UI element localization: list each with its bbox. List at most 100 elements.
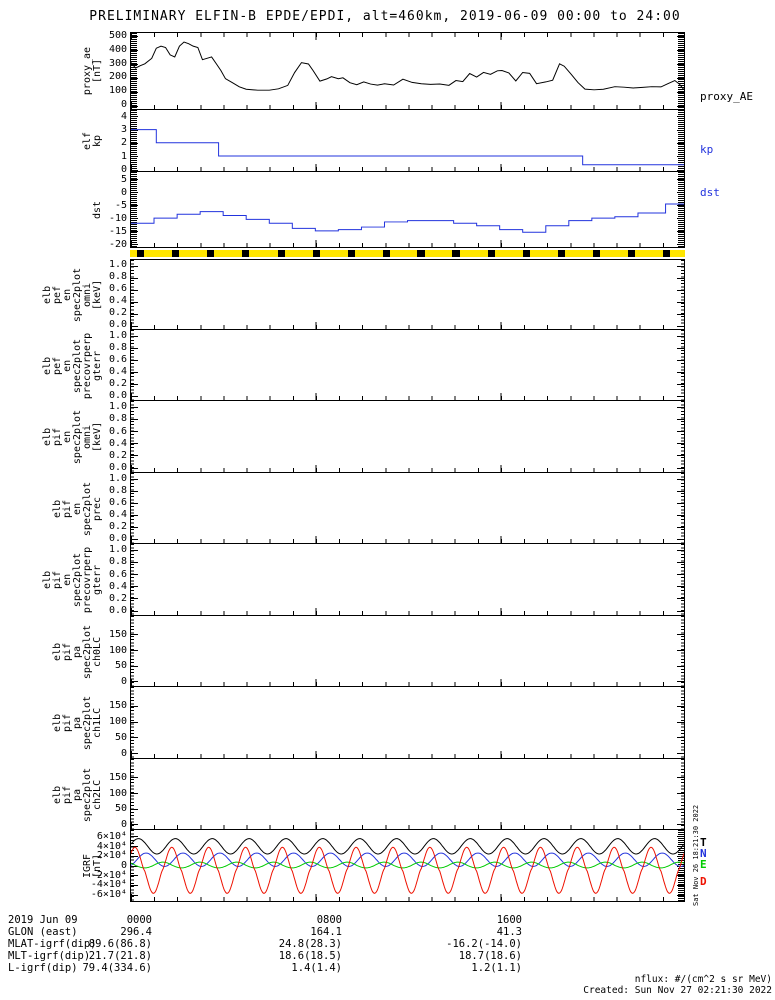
y-major-tick bbox=[677, 721, 684, 723]
y-major-tick bbox=[131, 894, 138, 896]
y-major-tick bbox=[677, 218, 684, 220]
ephemeris-value: 1.2(1.1) bbox=[471, 962, 522, 974]
y-dense-ticks-left bbox=[131, 172, 137, 247]
y-major-tick bbox=[677, 478, 684, 480]
y-dense-ticks-left bbox=[131, 33, 137, 109]
y-major-tick bbox=[131, 244, 138, 246]
y-major-tick bbox=[677, 277, 684, 279]
y-minor-ticks-right bbox=[681, 330, 684, 400]
y-tick-label: -15 bbox=[108, 225, 127, 237]
y-dense-ticks-right bbox=[678, 172, 684, 247]
x-major-ticks bbox=[131, 102, 684, 109]
y-minor-ticks-right bbox=[681, 401, 684, 472]
y-tick-label: 0.8 bbox=[108, 271, 127, 283]
y-major-tick bbox=[677, 301, 684, 303]
panel-pif_pa_ch0 bbox=[130, 616, 685, 687]
y-tick-label: 0.0 bbox=[108, 462, 127, 474]
y-major-tick bbox=[677, 205, 684, 207]
y-minor-ticks-left bbox=[131, 260, 134, 329]
y-major-tick bbox=[677, 894, 684, 896]
y-tick-label: 0.8 bbox=[108, 556, 127, 568]
y-tick-label: 0.2 bbox=[108, 449, 127, 461]
legend-D: D bbox=[700, 875, 707, 888]
created-timestamp: Created: Sun Nov 27 02:21:30 2022 bbox=[583, 985, 772, 996]
y-major-tick bbox=[131, 443, 138, 445]
y-tick-label: 100 bbox=[108, 787, 127, 799]
panel-axis-label-kp: elf kp bbox=[82, 132, 103, 150]
y-minor-ticks-left bbox=[131, 330, 134, 400]
series-proxy_ae bbox=[131, 41, 684, 91]
y-major-tick bbox=[131, 574, 138, 575]
y-major-tick bbox=[131, 431, 138, 432]
y-tick-label: 100 bbox=[108, 644, 127, 656]
axis-label-line: ch1LC bbox=[92, 707, 103, 739]
y-major-tick bbox=[131, 418, 138, 420]
time-tick-label: 0800 bbox=[316, 914, 342, 926]
y-major-tick bbox=[677, 705, 684, 707]
y-major-tick bbox=[131, 347, 138, 349]
availability-mark bbox=[557, 250, 566, 257]
y-dense-ticks-left bbox=[131, 110, 137, 171]
availability-mark bbox=[382, 250, 390, 257]
y-major-tick bbox=[677, 538, 684, 540]
ephemeris-value: 1.4(1.4) bbox=[291, 962, 342, 974]
y-minor-ticks-right bbox=[681, 473, 684, 543]
time-tick-label: 1600 bbox=[496, 914, 522, 926]
y-tick-label: 0 bbox=[120, 675, 127, 687]
y-major-tick bbox=[677, 650, 684, 652]
x-major-ticks bbox=[131, 240, 684, 247]
availability-mark bbox=[347, 250, 355, 257]
y-major-tick bbox=[131, 526, 138, 528]
y-major-tick bbox=[677, 490, 684, 492]
ephemeris-row: MLAT-igrf(dip) 89.6(86.8) 24.8(28.3) -16… bbox=[0, 938, 775, 950]
y-major-tick bbox=[131, 169, 138, 171]
panel-axis-label-pif_pa_ch1: elb pif pa spec2plot ch1LC bbox=[52, 696, 103, 750]
y-major-tick bbox=[131, 650, 138, 652]
panel-axis-label-pif_en_precovrperp: elb pif en spec2plot precovrperp gterr bbox=[42, 547, 103, 613]
panel-axis-label-pef_en_omni: elb pef en spec2plot omni [keV] bbox=[42, 267, 103, 321]
y-tick-label: 0.6 bbox=[108, 425, 127, 437]
availability-mark bbox=[417, 250, 425, 257]
y-tick-label: 0.2 bbox=[108, 592, 127, 604]
y-major-tick bbox=[131, 721, 138, 723]
ephemeris-row: L-igrf(dip) 79.4(334.6) 1.4(1.4) 1.2(1.1… bbox=[0, 962, 775, 974]
axis-label-line: kp bbox=[92, 134, 103, 148]
y-major-tick bbox=[677, 116, 684, 118]
y-major-tick bbox=[131, 406, 138, 408]
y-major-tick bbox=[677, 335, 684, 337]
y-major-tick bbox=[131, 824, 138, 826]
y-major-tick bbox=[131, 634, 138, 636]
y-major-tick bbox=[131, 91, 138, 93]
axis-label-line: [nT] bbox=[92, 58, 103, 84]
panel-pif_en_prec bbox=[130, 473, 685, 544]
y-major-tick bbox=[131, 598, 138, 600]
y-tick-label: 0.0 bbox=[108, 319, 127, 331]
y-major-tick bbox=[131, 265, 138, 267]
y-tick-label: 0.0 bbox=[108, 533, 127, 545]
y-tick-label: 0.0 bbox=[108, 605, 127, 617]
y-major-tick bbox=[131, 836, 138, 838]
y-major-tick bbox=[131, 36, 138, 38]
y-tick-label: 300 bbox=[108, 57, 127, 69]
y-major-tick bbox=[131, 855, 138, 857]
y-tick-label: 0.6 bbox=[108, 283, 127, 295]
y-major-tick bbox=[677, 455, 684, 457]
y-major-tick bbox=[131, 231, 138, 233]
y-major-tick bbox=[677, 371, 684, 373]
y-tick-label: 0.6 bbox=[108, 568, 127, 580]
panel-axis-label-pef_en_precovrperp: elb pef en spec2plot precovrperp gterr bbox=[42, 332, 103, 398]
y-major-tick bbox=[677, 142, 684, 144]
y-major-tick bbox=[677, 406, 684, 408]
panel-axis-label-pif_pa_ch0: elb pif pa spec2plot ch0LC bbox=[52, 624, 103, 678]
y-major-tick bbox=[131, 142, 138, 144]
y-dense-ticks-right bbox=[678, 110, 684, 171]
y-major-tick bbox=[131, 514, 138, 516]
y-major-tick bbox=[677, 574, 684, 575]
ephemeris-value: 18.6(18.5) bbox=[278, 950, 342, 962]
y-major-tick bbox=[677, 265, 684, 267]
axis-label-line: prec bbox=[92, 496, 103, 521]
panel-axis-label-pif_en_omni: elb pif en spec2plot omni [keV] bbox=[42, 410, 103, 464]
x-major-ticks-top bbox=[131, 33, 684, 40]
y-major-tick bbox=[131, 395, 138, 397]
ephemeris-row-label: MLT-igrf(dip) bbox=[8, 950, 91, 962]
